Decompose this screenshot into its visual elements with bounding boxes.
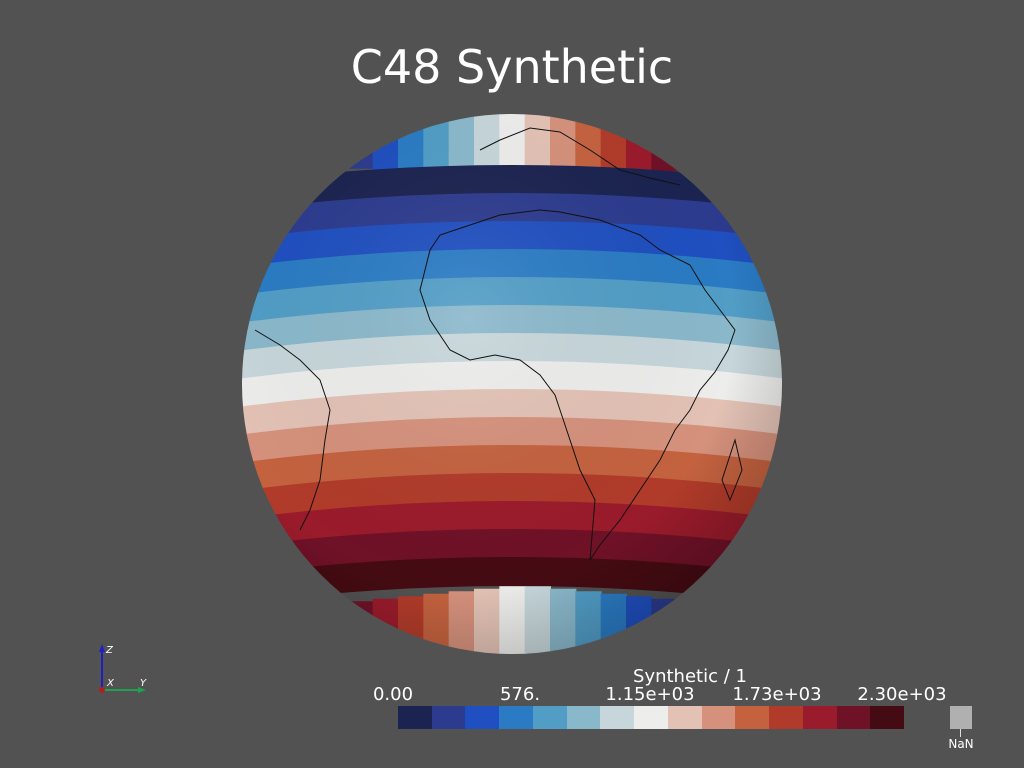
north-coastline bbox=[479, 127, 681, 186]
nan-label: NaN bbox=[948, 737, 974, 751]
madagascar-coastline bbox=[721, 438, 743, 502]
coastlines bbox=[254, 127, 743, 561]
x-axis-dot bbox=[99, 687, 105, 693]
africa-coastline bbox=[419, 209, 736, 561]
colorbar-swatch bbox=[667, 706, 702, 729]
colorbar-title: Synthetic / 1 bbox=[633, 666, 747, 687]
x-axis-label: X bbox=[106, 678, 115, 689]
colorbar-swatch bbox=[634, 706, 668, 729]
south-america-coastline bbox=[254, 329, 331, 531]
colorbar-swatch bbox=[566, 706, 601, 729]
orientation-axes: Z X Y bbox=[99, 644, 147, 693]
plot-title: C48 Synthetic bbox=[350, 40, 674, 94]
nan-tick bbox=[960, 729, 961, 737]
colorbar-tick-labels: 0.00 576. 1.15e+03 1.73e+03 2.30e+03 bbox=[360, 684, 960, 706]
colorbar-tick-label: 1.73e+03 bbox=[732, 684, 822, 705]
colorbar-swatch bbox=[701, 706, 736, 729]
colorbar-swatch bbox=[836, 706, 871, 729]
colorbar-swatch bbox=[398, 706, 432, 729]
colorbar-swatch bbox=[532, 706, 567, 729]
colorbar[interactable] bbox=[398, 706, 905, 729]
colorbar-swatch bbox=[870, 706, 905, 729]
cap-segment bbox=[676, 601, 703, 654]
z-axis-arrow bbox=[99, 644, 105, 652]
colorbar-tick-label: 1.15e+03 bbox=[605, 684, 695, 705]
z-axis-label: Z bbox=[105, 645, 114, 656]
colorbar-tick-label: 0.00 bbox=[372, 684, 414, 705]
y-axis-arrow bbox=[138, 687, 146, 693]
cap-segment bbox=[322, 114, 349, 167]
globe-shading bbox=[242, 114, 782, 654]
colorbar-swatch bbox=[735, 706, 770, 729]
colorbar-swatch bbox=[769, 706, 803, 729]
cap-segment bbox=[676, 114, 703, 169]
colorbar-swatch bbox=[499, 706, 533, 729]
colorbar-swatch bbox=[465, 706, 500, 729]
colorbar-swatch bbox=[600, 706, 635, 729]
colorbar-tick-label: 576. bbox=[499, 684, 541, 705]
colorbar-tick-label: 2.30e+03 bbox=[857, 684, 947, 705]
cap-segment bbox=[322, 603, 349, 654]
y-axis-label: Y bbox=[140, 678, 147, 689]
nan-color-swatch bbox=[950, 706, 972, 729]
colorbar-swatch bbox=[431, 706, 466, 729]
colorbar-swatch bbox=[802, 706, 837, 729]
